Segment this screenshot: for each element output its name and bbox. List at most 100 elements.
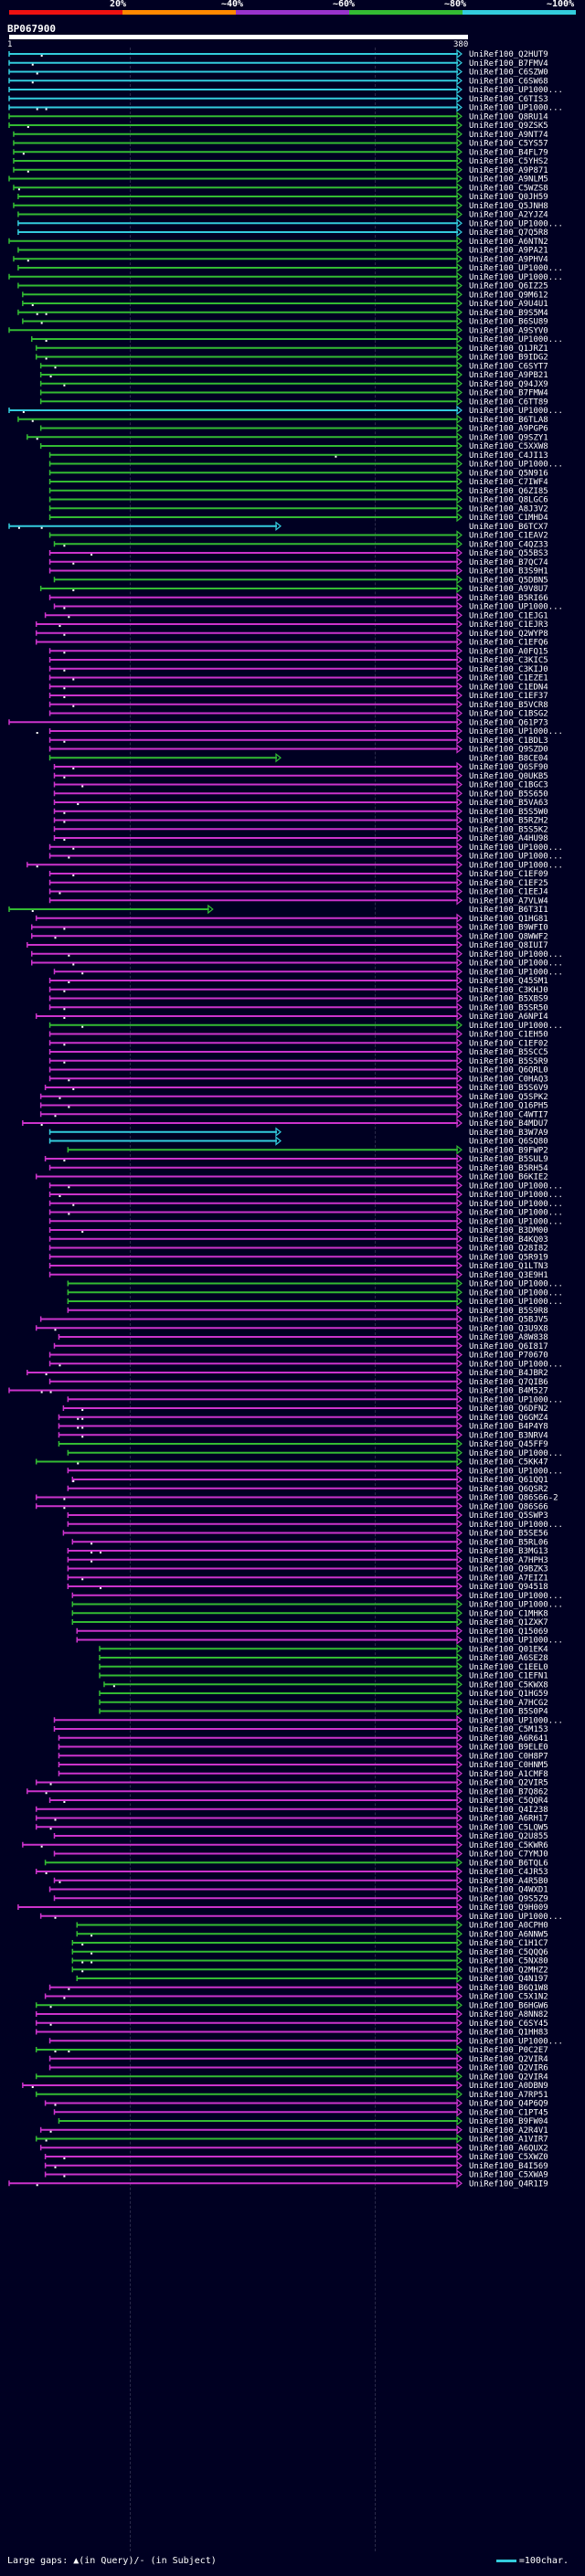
hit-label[interactable]: UniRef100_A7HCG2 [469,1699,548,1708]
hit-label[interactable]: UniRef100_C1EEJ4 [469,888,548,897]
hit-row[interactable]: UniRef100_UP1000... [53,967,563,977]
hit-label[interactable]: UniRef100_Q01EK4 [469,1645,548,1654]
hit-row[interactable]: UniRef100_Q5BJV5 [39,1314,548,1325]
hit-row[interactable]: UniRef100_Q01EK4 [99,1644,548,1654]
hit-label[interactable]: UniRef100_A2YJZ4 [469,211,548,220]
hit-row[interactable]: UniRef100_UP1000... [67,1394,563,1405]
hit-label[interactable]: UniRef100_B5VA63 [469,799,548,808]
hit-row[interactable]: UniRef100_C3KIC5 [48,654,548,665]
hit-label[interactable]: UniRef100_C1EJG1 [469,611,548,620]
hit-label[interactable]: UniRef100_UP1000... [469,603,563,612]
hit-row[interactable]: UniRef100_Q2U855 [53,1830,548,1841]
hit-label[interactable]: UniRef100_C7IWF4 [469,478,548,487]
hit-label[interactable]: UniRef100_B7FMV4 [469,59,548,69]
hit-row[interactable]: UniRef100_B5RH54 [48,1162,548,1173]
hit-label[interactable]: UniRef100_C7YMJ0 [469,1850,548,1860]
hit-row[interactable]: UniRef100_C5NX80 [71,1956,548,1966]
hit-row[interactable]: UniRef100_UP1000... [48,459,563,470]
hit-label[interactable]: UniRef100_UP1000... [469,273,563,282]
hit-label[interactable]: UniRef100_C1EH50 [469,1031,548,1040]
hit-label[interactable]: UniRef100_Q7QIB6 [469,1378,548,1387]
hit-row[interactable]: UniRef100_UP1000... [31,958,563,969]
hit-row[interactable]: UniRef100_Q6SF90 [53,761,548,772]
hit-label[interactable]: UniRef100_Q2VIR4 [469,2072,548,2082]
hit-label[interactable]: UniRef100_B5S5K2 [469,825,548,834]
hit-row[interactable]: UniRef100_Q4I238 [35,1804,548,1815]
hit-row[interactable]: UniRef100_Q1HG59 [99,1688,548,1699]
hit-row[interactable]: UniRef100_A0FQ15 [48,646,548,656]
hit-label[interactable]: UniRef100_Q9ZSK5 [469,122,548,131]
hit-label[interactable]: UniRef100_Q8LGC6 [469,496,548,505]
hit-label[interactable]: UniRef100_Q8IUI7 [469,941,548,950]
hit-label[interactable]: UniRef100_A9PA21 [469,247,548,256]
hit-label[interactable]: UniRef100_Q5N916 [469,469,548,478]
hit-label[interactable]: UniRef100_A6RH17 [469,1815,548,1824]
hit-row[interactable]: UniRef100_C1MHD4 [48,512,548,523]
hit-label[interactable]: UniRef100_B4KQ03 [469,1235,548,1245]
hit-label[interactable]: UniRef100_Q9M612 [469,291,548,300]
hit-label[interactable]: UniRef100_Q6I817 [469,1342,548,1352]
hit-label[interactable]: UniRef100_UP1000... [469,843,563,853]
hit-row[interactable]: UniRef100_Q5N916 [48,468,548,478]
hit-label[interactable]: UniRef100_Q9S5Z9 [469,1894,548,1903]
hit-row[interactable]: UniRef100_C5KK47 [35,1457,548,1468]
hit-row[interactable]: UniRef100_A8W838 [58,1331,548,1342]
hit-label[interactable]: UniRef100_UP1000... [469,1913,563,1922]
hit-row[interactable]: UniRef100_Q9M612 [22,290,548,300]
hit-label[interactable]: UniRef100_C1EF09 [469,870,548,879]
hit-row[interactable]: UniRef100_Q61QQ1 [71,1474,548,1485]
hit-row[interactable]: UniRef100_Q4R1I9 [8,2178,548,2189]
hit-row[interactable]: UniRef100_B5VCR8 [48,699,548,710]
hit-row[interactable]: UniRef100_B6Q1W8 [48,1982,548,1993]
hit-label[interactable]: UniRef100_Q6QSR2 [469,1485,548,1494]
hit-label[interactable]: UniRef100_C5LQW5 [469,1823,548,1832]
hit-label[interactable]: UniRef100_B6TLA8 [469,416,548,425]
hit-row[interactable]: UniRef100_UP1000... [67,1278,563,1289]
hit-label[interactable]: UniRef100_C5WZS8 [469,184,548,193]
hit-row[interactable]: UniRef100_UP1000... [17,262,563,273]
hit-label[interactable]: UniRef100_UP1000... [469,1521,563,1530]
hit-row[interactable]: UniRef100_UP1000... [27,860,563,870]
hit-row[interactable]: UniRef100_B4JBR2 [27,1367,548,1378]
hit-row[interactable]: UniRef100_B4P4Y8 [58,1421,548,1432]
hit-label[interactable]: UniRef100_A9PB21 [469,371,548,380]
hit-row[interactable]: UniRef100_Q1LTN3 [48,1260,548,1271]
hit-label[interactable]: UniRef100_C5XWA9 [469,2171,548,2180]
hit-label[interactable]: UniRef100_Q2VIR6 [469,2064,548,2073]
hit-row[interactable]: UniRef100_B4FL79 [13,147,548,157]
hit-row[interactable]: UniRef100_Q45FF9 [58,1438,548,1449]
hit-label[interactable]: UniRef100_B4FL79 [469,148,548,157]
hit-label[interactable]: UniRef100_Q6SQ80 [469,1138,548,1147]
hit-row[interactable]: UniRef100_B9FW04 [58,2115,548,2126]
hit-row[interactable]: UniRef100_Q9ZSK5 [8,120,548,131]
hit-row[interactable]: UniRef100_Q8WWF2 [31,931,548,941]
hit-label[interactable]: UniRef100_Q6SF90 [469,763,548,772]
hit-row[interactable]: UniRef100_C5QQR4 [48,1795,548,1806]
hit-row[interactable]: UniRef100_UP1000... [31,334,563,345]
hit-label[interactable]: UniRef100_UP1000... [469,2037,563,2046]
hit-row[interactable]: UniRef100_Q6DFN2 [62,1403,548,1414]
hit-label[interactable]: UniRef100_Q94JX9 [469,380,548,389]
hit-label[interactable]: UniRef100_UP1000... [469,461,563,470]
hit-label[interactable]: UniRef100_C1PT45 [469,2108,548,2117]
hit-label[interactable]: UniRef100_C6SY45 [469,2019,548,2029]
hit-label[interactable]: UniRef100_B5RI66 [469,594,548,603]
hit-row[interactable]: UniRef100_Q1ZXK7 [71,1617,548,1627]
hit-label[interactable]: UniRef100_Q45SM1 [469,977,548,986]
hit-label[interactable]: UniRef100_Q9SZY1 [469,433,548,442]
hit-row[interactable]: UniRef100_A2R4V1 [39,2125,548,2136]
hit-row[interactable]: UniRef100_A2YJZ4 [17,209,548,220]
hit-label[interactable]: UniRef100_UP1000... [469,1298,563,1307]
hit-row[interactable]: UniRef100_UP1000... [48,1181,563,1191]
hit-label[interactable]: UniRef100_B7QC74 [469,558,548,567]
hit-row[interactable]: UniRef100_C1EJR3 [35,619,548,630]
hit-row[interactable]: UniRef100_A7VLW4 [48,896,548,906]
hit-label[interactable]: UniRef100_Q2VIR5 [469,1779,548,1788]
hit-label[interactable]: UniRef100_Q94518 [469,1583,548,1592]
hit-label[interactable]: UniRef100_C5X1N2 [469,1993,548,2002]
hit-row[interactable]: UniRef100_A6NNW5 [76,1929,548,1939]
hit-label[interactable]: UniRef100_UP1000... [469,950,563,959]
hit-label[interactable]: UniRef100_C5KWR6 [469,1841,548,1850]
hit-row[interactable]: UniRef100_A6QUX2 [39,2143,548,2153]
hit-label[interactable]: UniRef100_UP1000... [469,86,563,95]
